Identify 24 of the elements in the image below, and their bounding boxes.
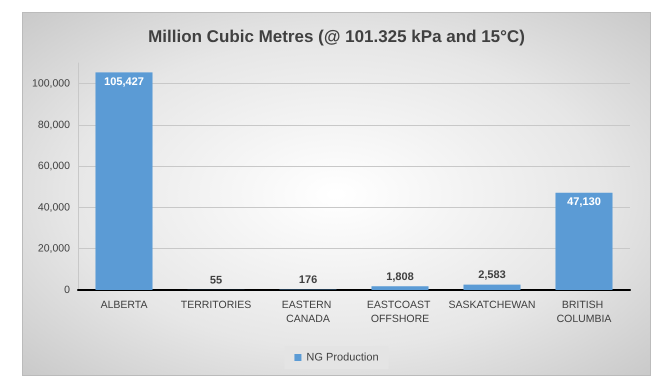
chart-title: Million Cubic Metres (@ 101.325 kPa and 15°C)	[148, 27, 525, 46]
y-tick-label: 20,000	[38, 242, 70, 255]
y-tick-label: 80,000	[38, 118, 70, 131]
y-tick-label: 60,000	[38, 160, 70, 172]
y-tick-label: 0	[64, 284, 70, 296]
x-tick-label: EASTERN CANADA	[282, 299, 334, 325]
data-label: 105,427	[104, 76, 144, 88]
x-tick-label: BRITISH COLUMBIA	[556, 299, 612, 325]
bar	[463, 284, 521, 290]
x-tick-label: EASTCOAST OFFSHORE	[366, 299, 434, 325]
data-label: 2,583	[478, 269, 506, 282]
bar	[95, 72, 153, 290]
x-tick-label: SASKATCHEWAN	[448, 299, 536, 311]
x-tick-label: TERRITORIES	[180, 299, 252, 311]
x-tick-label: ALBERTA	[100, 299, 148, 311]
y-tick-label: 100,000	[32, 78, 70, 90]
legend-label: NG Production	[306, 352, 379, 364]
data-label: 176	[298, 274, 318, 286]
y-tick-label: 40,000	[38, 201, 70, 214]
bar	[371, 286, 429, 290]
data-label: 55	[210, 274, 222, 286]
bar	[555, 192, 613, 290]
data-label: 47,130	[567, 196, 601, 208]
data-label: 1,808	[386, 270, 414, 283]
